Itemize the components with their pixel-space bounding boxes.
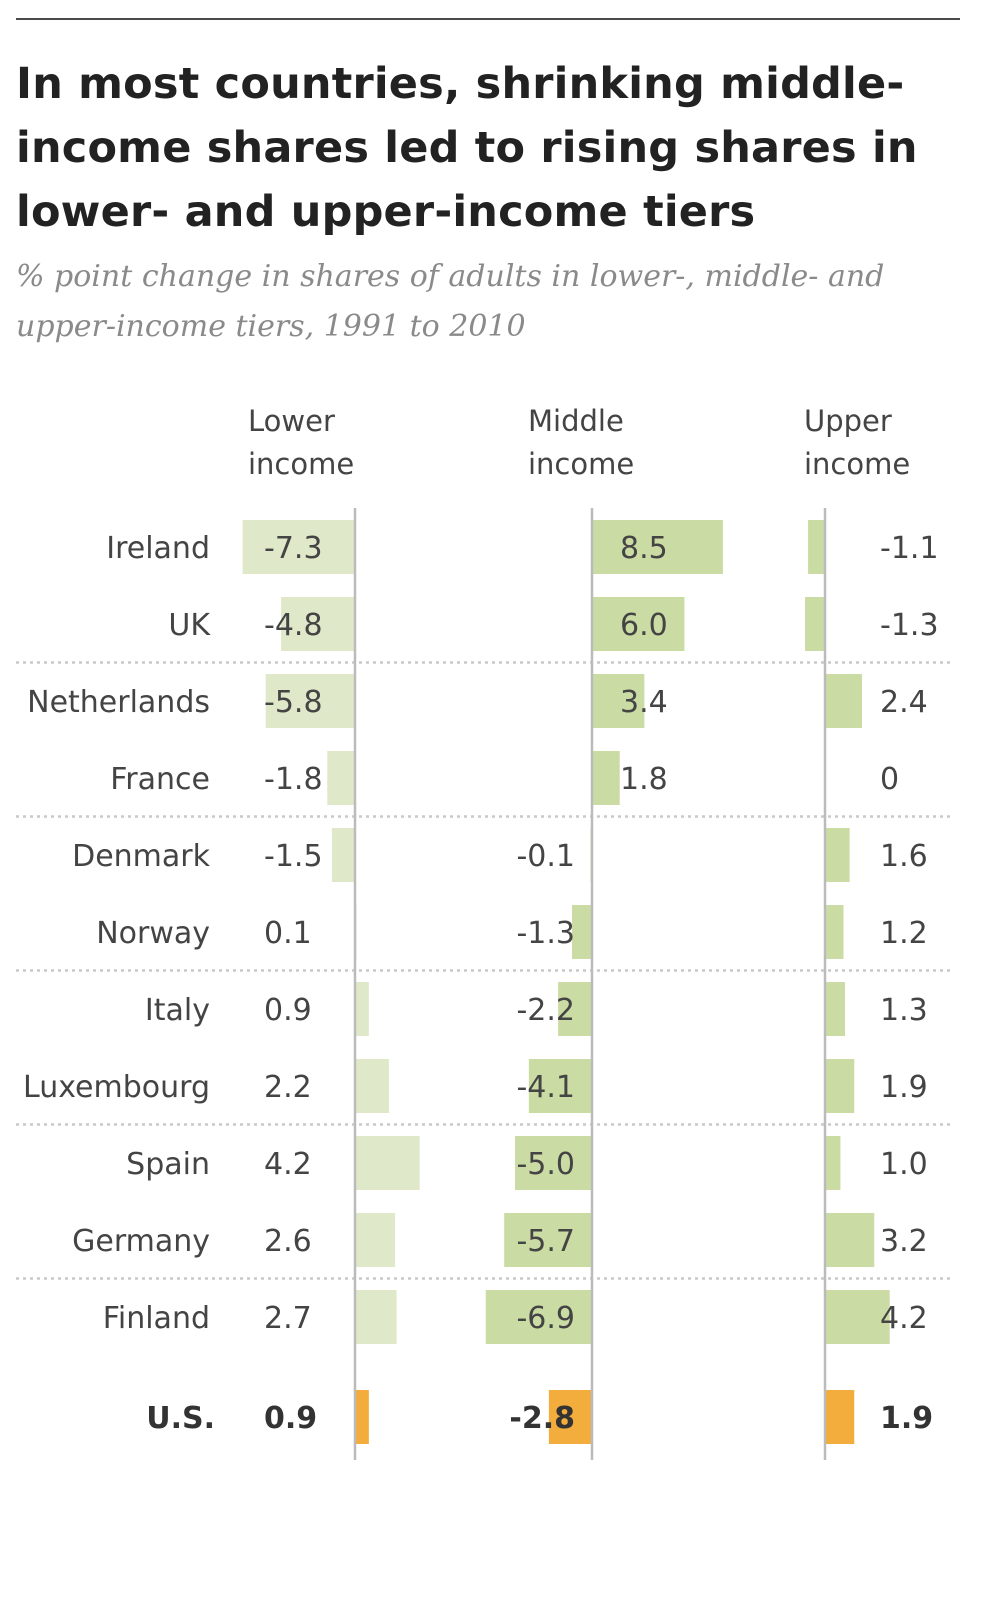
bar-lower-income	[327, 751, 355, 805]
bar-lower-income	[355, 1290, 397, 1344]
value-label-middle: 8.5	[620, 531, 668, 566]
bar-upper-income	[825, 828, 850, 882]
bar-middle-income	[548, 1390, 592, 1444]
value-label-upper: 4.2	[880, 1301, 928, 1336]
value-label-middle: 3.4	[620, 685, 668, 720]
bar-middle-income	[485, 1290, 592, 1344]
value-label-middle: -5.0	[516, 1147, 575, 1182]
bar-lower-income	[355, 1213, 396, 1267]
value-label-upper: 3.2	[880, 1224, 928, 1259]
value-label-lower: 0.9	[264, 1401, 317, 1436]
value-label-lower: 2.7	[264, 1301, 312, 1336]
category-label: Netherlands	[27, 685, 210, 720]
category-label: Luxembourg	[23, 1070, 210, 1105]
value-label-middle: -4.1	[516, 1070, 575, 1105]
bar-middle-income	[558, 982, 592, 1036]
bar-lower-income	[265, 674, 355, 728]
value-label-middle: -0.1	[516, 839, 575, 874]
value-label-lower: -4.8	[264, 608, 323, 643]
value-label-lower: 2.2	[264, 1070, 312, 1105]
header-middle-income: Middle income	[528, 404, 635, 481]
category-label: Ireland	[106, 531, 210, 566]
value-label-upper: 1.0	[880, 1147, 928, 1182]
bar-middle-income	[571, 905, 592, 959]
bar-middle-income	[515, 1136, 592, 1190]
bar-middle-income	[592, 674, 645, 728]
bar-upper-income	[825, 1290, 890, 1344]
value-label-upper: 1.9	[880, 1070, 928, 1105]
bar-upper-income	[825, 674, 862, 728]
bar-middle-income	[504, 1213, 592, 1267]
bar-upper-income	[825, 1390, 855, 1444]
bar-lower-income	[331, 828, 355, 882]
value-label-lower: 2.6	[264, 1224, 312, 1259]
value-label-middle: 6.0	[620, 608, 668, 643]
value-label-middle: -5.7	[516, 1224, 575, 1259]
value-label-upper: -1.3	[880, 608, 939, 643]
chart-plot-area: Ireland UK Netherlands France Denmark Norway I…	[16, 508, 952, 1460]
bar-middle-income	[528, 1059, 592, 1113]
category-label: Finland	[103, 1301, 210, 1336]
value-label-middle: -6.9	[516, 1301, 575, 1336]
bar-upper-income	[825, 982, 846, 1036]
bar-lower-income	[355, 1390, 369, 1444]
bar-middle-income	[592, 597, 685, 651]
category-label: Italy	[145, 993, 210, 1028]
header-lower-income: Lower income	[248, 404, 355, 481]
value-label-upper: 1.2	[880, 916, 928, 951]
value-label-lower: 4.2	[264, 1147, 312, 1182]
bar-middle-income	[592, 520, 723, 574]
value-label-middle: 1.8	[620, 762, 668, 797]
top-rule	[16, 18, 960, 20]
value-label-upper: -1.1	[880, 531, 939, 566]
bar-lower-income	[281, 597, 355, 651]
value-label-middle: -2.8	[509, 1401, 575, 1436]
bar-lower-income	[242, 520, 355, 574]
bar-lower-income	[355, 982, 369, 1036]
chart-subtitle: % point change in shares of adults in lo…	[16, 259, 885, 344]
bar-lower-income	[355, 1059, 389, 1113]
category-label: Norway	[96, 916, 210, 951]
value-label-upper: 1.9	[880, 1401, 933, 1436]
bar-upper-income	[825, 1136, 841, 1190]
value-label-upper: 0	[880, 762, 899, 797]
category-label: Denmark	[72, 839, 211, 874]
chart-title: In most countries, shrinking middle-inco…	[16, 59, 918, 237]
value-label-lower: -5.8	[264, 685, 323, 720]
value-label-lower: 0.9	[264, 993, 312, 1028]
category-label: Germany	[72, 1224, 210, 1259]
value-label-upper: 1.3	[880, 993, 928, 1028]
value-label-upper: 2.4	[880, 685, 928, 720]
value-label-middle: -2.2	[516, 993, 575, 1028]
category-label: UK	[168, 608, 211, 643]
category-label: Spain	[126, 1147, 210, 1182]
value-label-lower: -7.3	[264, 531, 323, 566]
header-upper-income: Upper income	[804, 404, 911, 481]
value-label-lower: 0.1	[264, 916, 312, 951]
bar-upper-income	[804, 597, 825, 651]
bar-lower-income	[355, 1136, 420, 1190]
value-label-middle: -1.3	[516, 916, 575, 951]
value-label-lower: -1.8	[264, 762, 323, 797]
bar-upper-income	[825, 905, 844, 959]
value-label-upper: 1.6	[880, 839, 928, 874]
bar-upper-income	[808, 520, 825, 574]
value-label-lower: -1.5	[264, 839, 323, 874]
bar-upper-income	[825, 1213, 875, 1267]
category-label: France	[110, 762, 210, 797]
bar-middle-income	[592, 751, 620, 805]
category-label: U.S.	[146, 1401, 215, 1436]
bar-upper-income	[825, 1059, 855, 1113]
